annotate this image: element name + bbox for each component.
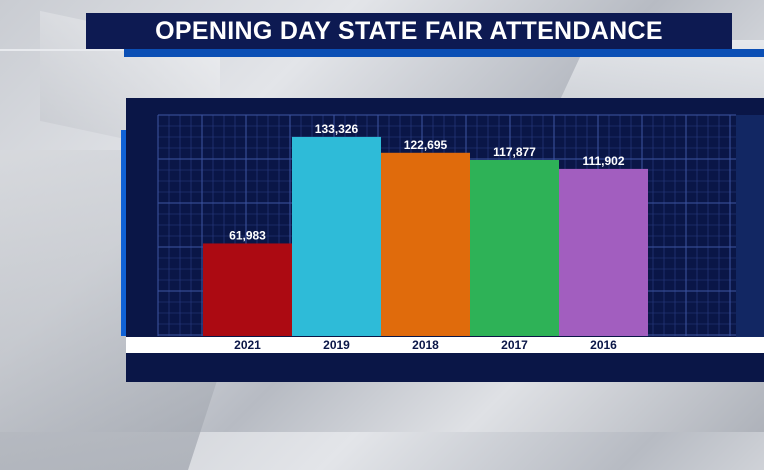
panel-accent-left xyxy=(121,130,126,336)
title-underline-light xyxy=(0,49,124,51)
x-tick-label: 2016 xyxy=(590,338,617,352)
title-underline-accent xyxy=(124,49,764,57)
data-label: 133,326 xyxy=(315,122,359,136)
data-label: 111,902 xyxy=(582,154,624,168)
data-label: 122,695 xyxy=(404,138,448,152)
bar-2018 xyxy=(381,152,470,336)
bar-2019 xyxy=(292,136,381,336)
panel-accent-right xyxy=(736,115,764,337)
data-label: 117,877 xyxy=(493,145,536,159)
bar-2021 xyxy=(203,243,292,336)
x-tick-label: 2021 xyxy=(234,338,261,352)
bar-chart: 61,983 133,326 122,695 117,877 111,902 xyxy=(157,114,736,336)
title-banner: OPENING DAY STATE FAIR ATTENDANCE xyxy=(86,13,732,49)
chart-title: OPENING DAY STATE FAIR ATTENDANCE xyxy=(155,16,663,45)
x-tick-label: 2019 xyxy=(323,338,350,352)
data-label: 61,983 xyxy=(229,228,266,242)
bar-2017 xyxy=(470,159,559,336)
x-axis-label-strip xyxy=(126,337,764,353)
bar-2016 xyxy=(559,168,648,336)
x-tick-label: 2018 xyxy=(412,338,439,352)
x-tick-label: 2017 xyxy=(501,338,528,352)
